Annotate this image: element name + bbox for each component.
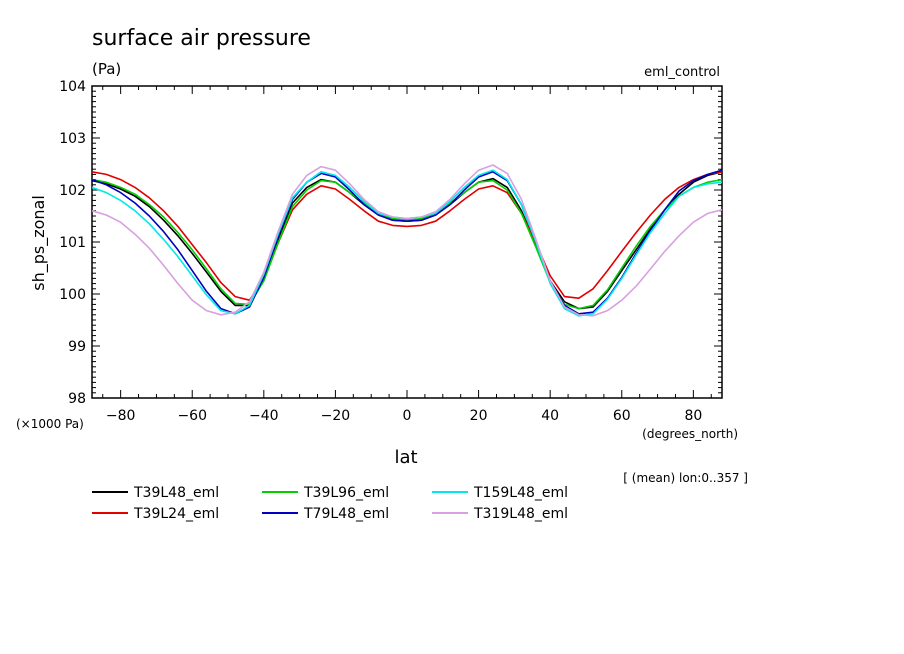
y-tick-labels: 98 99 100 101 102 103 104 <box>59 79 86 407</box>
y-scale-note: (×1000 Pa) <box>16 417 84 431</box>
chart-title: surface air pressure <box>92 26 311 51</box>
experiment-label: eml_control <box>644 65 720 80</box>
legend-label: T39L24_eml <box>133 506 219 522</box>
x-axis-label: lat <box>394 447 417 468</box>
y-tick-label: 99 <box>68 339 86 355</box>
x-tick-label: −60 <box>177 408 207 424</box>
y-axis-label: sh_ps_zonal <box>29 195 49 291</box>
axis-ticks <box>92 85 722 399</box>
legend-label: T39L96_eml <box>303 485 389 501</box>
y-tick-label: 103 <box>59 131 86 147</box>
series-line-T39L24_eml <box>91 171 723 302</box>
legend-label: T159L48_eml <box>473 485 568 501</box>
x-tick-labels: −80 −60 −40 −20 0 20 40 60 80 <box>106 408 702 424</box>
x-tick-label: −80 <box>106 408 136 424</box>
x-tick-label: 0 <box>403 408 412 424</box>
x-tick-label: −40 <box>249 408 279 424</box>
y-tick-label: 98 <box>68 391 86 407</box>
series-line-T39L96_eml <box>91 178 723 310</box>
y-tick-label: 102 <box>59 183 86 199</box>
x-units-label: (degrees_north) <box>642 427 738 441</box>
series-line-T39L48_eml <box>91 171 723 310</box>
y-tick-label: 101 <box>59 235 86 251</box>
x-tick-label: −20 <box>321 408 351 424</box>
series-lines <box>91 164 723 317</box>
y-tick-label: 100 <box>59 287 86 303</box>
x-tick-label: 80 <box>684 408 702 424</box>
chart-subtitle: (Pa) <box>92 60 121 78</box>
averaging-note: [ (mean) lon:0..357 ] <box>623 471 748 485</box>
y-tick-label: 104 <box>59 79 86 95</box>
legend-label: T79L48_eml <box>303 506 389 522</box>
legend-label: T39L48_eml <box>133 485 219 501</box>
series-line-T319L48_eml <box>91 164 723 317</box>
legend: T39L48_eml T39L24_eml T39L96_eml T79L48_eml… <box>92 485 568 522</box>
x-tick-label: 60 <box>613 408 631 424</box>
legend-label: T319L48_eml <box>473 506 568 522</box>
x-tick-label: 40 <box>541 408 559 424</box>
x-tick-label: 20 <box>470 408 488 424</box>
